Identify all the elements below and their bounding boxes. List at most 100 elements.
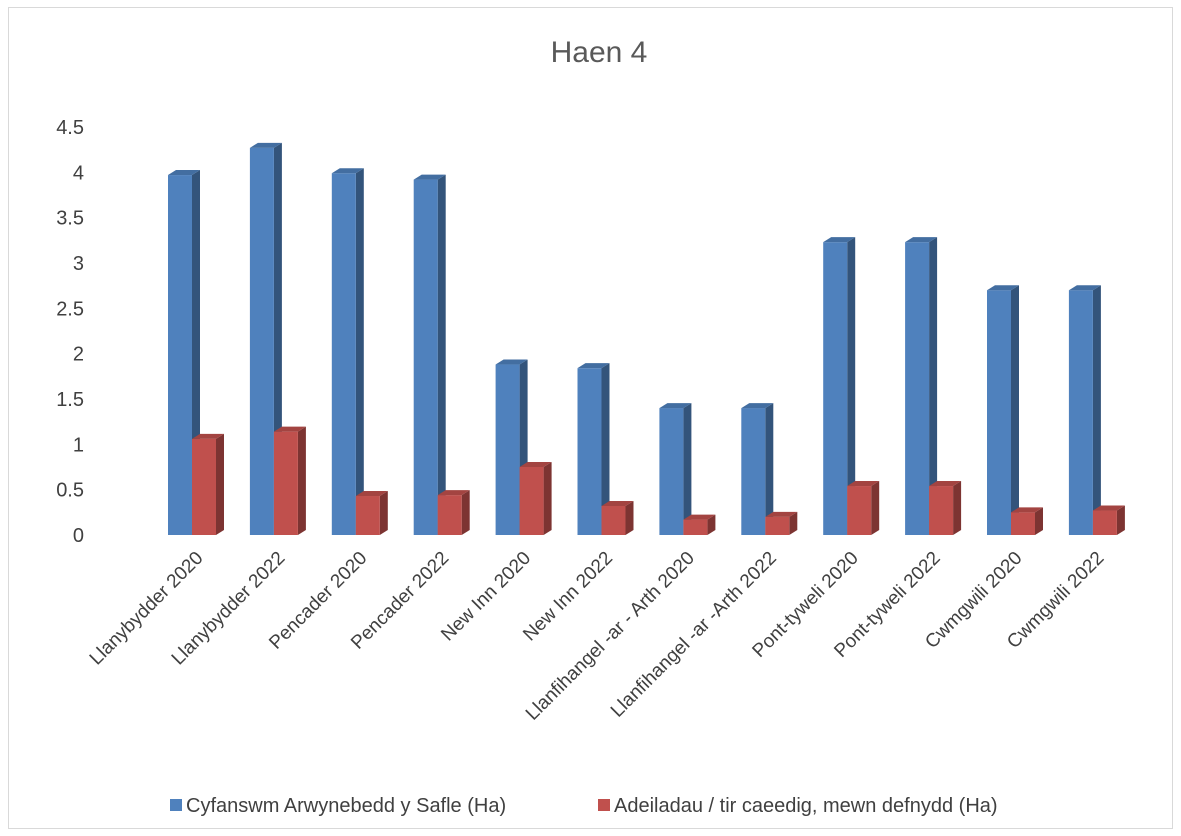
- bar-total-area: [249, 142, 282, 535]
- legend-label: Adeiladau / tir caeedig, mewn defnydd (H…: [614, 795, 998, 817]
- bar-top: [249, 142, 282, 148]
- bar-front: [601, 505, 626, 535]
- bar-built-area: [192, 433, 224, 535]
- bar-total-area: [741, 403, 774, 535]
- bar-front: [495, 364, 520, 535]
- y-axis: 0 0.5 1 1.5 2 2.5 3 3.5 4 4.5: [56, 117, 84, 547]
- bar-front: [1092, 510, 1117, 535]
- legend-item: Adeiladau / tir caeedig, mewn defnydd (H…: [598, 795, 998, 817]
- bar-top: [413, 174, 446, 180]
- bar-chart: Haen 4 0 0.5 1 1.5 2 2.5 3 3.5 4 4.5 Llanybydder …: [56, 36, 1125, 817]
- bar-top: [847, 481, 880, 487]
- bar-built-area: [1092, 505, 1125, 535]
- x-category-label: Llanfihangel -ar -Arth 2022: [607, 548, 781, 722]
- bar-total-area: [1068, 285, 1101, 535]
- bar-built-area: [355, 491, 388, 535]
- bar-side: [929, 237, 938, 535]
- bar-top: [519, 462, 552, 467]
- bar-side: [216, 433, 224, 535]
- bar-top: [659, 403, 692, 409]
- bar-top: [168, 170, 200, 176]
- bar-built-area: [765, 511, 798, 535]
- bar-side: [953, 481, 962, 535]
- y-tick-label: 0: [73, 525, 84, 547]
- bar-side: [543, 462, 552, 535]
- y-tick-label: 4: [73, 162, 84, 184]
- bar-top: [355, 491, 388, 497]
- bar-side: [1011, 285, 1019, 535]
- bar-side: [601, 363, 610, 535]
- chart-title: Haen 4: [551, 36, 648, 69]
- bar-built-area: [273, 426, 306, 535]
- bar-top: [741, 403, 774, 409]
- bar-front: [437, 495, 462, 535]
- bar-top: [192, 433, 224, 439]
- bar-front: [905, 242, 930, 535]
- bar-front: [249, 147, 274, 535]
- bar-side: [437, 174, 446, 535]
- bar-total-area: [823, 237, 856, 535]
- bar-side: [1092, 285, 1101, 535]
- bar-top: [1011, 507, 1043, 513]
- y-tick-label: 4.5: [56, 117, 84, 139]
- bar-front: [168, 175, 192, 535]
- bar-top: [905, 237, 938, 243]
- bar-top: [1092, 505, 1125, 511]
- y-tick-label: 0.5: [56, 480, 84, 502]
- bar-side: [297, 426, 306, 535]
- legend-swatch: [170, 799, 182, 811]
- bar-top: [987, 285, 1019, 291]
- bar-side: [765, 403, 774, 535]
- bar-top: [765, 511, 798, 517]
- bar-front: [847, 486, 872, 535]
- bar-front: [659, 408, 684, 535]
- bar-side: [1035, 507, 1043, 535]
- y-tick-label: 2: [73, 344, 84, 366]
- legend-label: Cyfanswm Arwynebedd y Safle (Ha): [186, 795, 506, 817]
- bar-top: [823, 237, 856, 243]
- legend-swatch: [598, 799, 610, 811]
- legend: Cyfanswm Arwynebedd y Safle (Ha) Adeilada…: [170, 795, 998, 817]
- bar-front: [331, 173, 356, 536]
- bar-top: [331, 168, 364, 174]
- y-tick-label: 2.5: [56, 298, 84, 320]
- bar-top: [601, 500, 634, 506]
- bar-front: [823, 242, 848, 535]
- bar-front: [413, 179, 438, 535]
- bar-front: [519, 467, 544, 535]
- bar-front: [683, 519, 708, 535]
- bar-side: [871, 481, 880, 535]
- bar-side: [355, 168, 364, 536]
- bar-side: [789, 511, 798, 535]
- bar-side: [707, 514, 716, 535]
- bar-total-area: [577, 363, 610, 535]
- bar-front: [987, 290, 1011, 535]
- bar-built-area: [683, 514, 716, 535]
- bar-total-area: [987, 285, 1019, 535]
- bar-built-area: [847, 481, 880, 535]
- bar-built-area: [437, 490, 470, 535]
- bar-top: [273, 426, 306, 432]
- x-category-label: Llanfihangel -ar - Arth 2020: [522, 548, 699, 725]
- bar-front: [355, 496, 380, 535]
- y-tick-label: 1.5: [56, 389, 84, 411]
- bar-top: [495, 359, 528, 365]
- bar-built-area: [1011, 507, 1043, 535]
- bar-front: [1068, 290, 1093, 535]
- y-tick-label: 3: [73, 253, 84, 275]
- bar-built-area: [519, 462, 552, 535]
- bar-top: [1068, 285, 1101, 291]
- bar-built-area: [929, 481, 962, 535]
- bar-side: [461, 490, 470, 535]
- bar-total-area: [905, 237, 938, 535]
- bar-side: [1116, 505, 1125, 535]
- y-tick-label: 1: [73, 434, 84, 456]
- bar-front: [765, 516, 790, 535]
- bar-front: [1011, 512, 1035, 535]
- bar-total-area: [331, 168, 364, 536]
- bar-side: [847, 237, 856, 535]
- y-tick-label: 3.5: [56, 208, 84, 230]
- legend-item: Cyfanswm Arwynebedd y Safle (Ha): [170, 795, 506, 817]
- bar-total-area: [413, 174, 446, 535]
